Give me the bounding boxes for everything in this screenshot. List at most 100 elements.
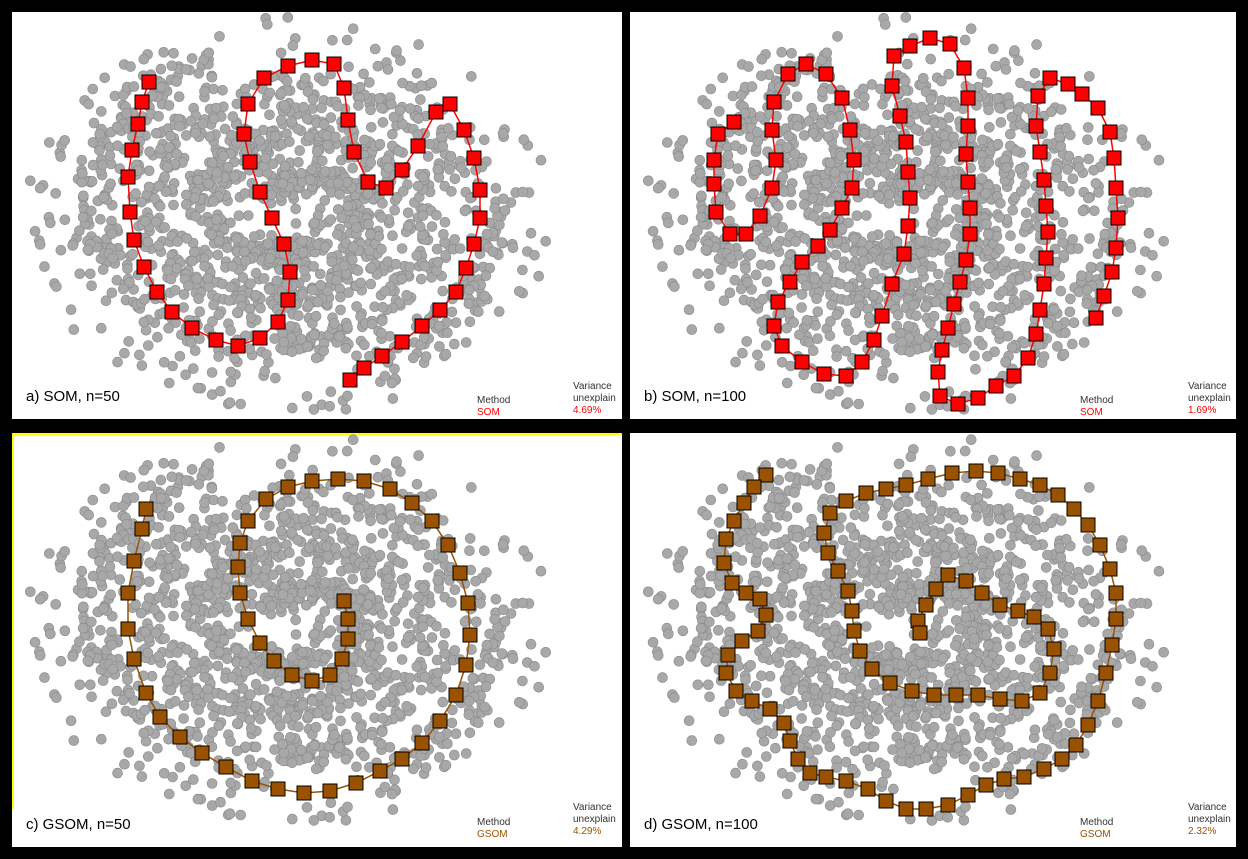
data-point (387, 393, 399, 404)
data-point (807, 345, 819, 357)
data-point (413, 113, 424, 124)
data-point (302, 341, 313, 352)
data-point (213, 646, 225, 658)
data-point (952, 189, 963, 200)
data-point (163, 733, 174, 745)
data-point (920, 86, 932, 97)
data-point (497, 539, 509, 550)
data-point (266, 189, 277, 201)
data-point (134, 349, 145, 361)
data-point (225, 325, 236, 336)
data-point (1008, 258, 1020, 270)
data-point (185, 526, 197, 538)
data-point (155, 554, 166, 566)
data-point (281, 690, 293, 702)
data-point (730, 140, 741, 151)
data-point (304, 585, 316, 597)
data-point (43, 137, 55, 148)
data-point (969, 350, 980, 362)
map-node (458, 260, 474, 276)
data-point (171, 559, 183, 571)
map-node (456, 122, 472, 138)
data-point (1093, 187, 1104, 198)
data-point (387, 129, 398, 140)
map-node (846, 152, 862, 168)
map-node (952, 274, 968, 290)
data-point (1115, 128, 1127, 139)
data-point (472, 717, 484, 729)
data-point (335, 291, 346, 303)
data-point (746, 81, 758, 92)
data-point (170, 695, 181, 707)
data-point (153, 591, 165, 603)
data-point (397, 186, 409, 197)
map-node (1038, 250, 1054, 266)
data-point (1022, 103, 1034, 114)
data-point (723, 178, 734, 190)
data-point (188, 657, 200, 669)
data-point (438, 640, 449, 651)
data-point (59, 546, 71, 557)
data-point (248, 490, 260, 501)
data-point (82, 244, 94, 256)
data-point (250, 267, 262, 279)
map-node (149, 284, 165, 300)
data-point (98, 192, 109, 203)
data-point (302, 711, 314, 722)
data-point (404, 672, 416, 684)
data-point (1055, 141, 1067, 152)
data-point (285, 320, 296, 332)
data-point (341, 34, 353, 46)
data-point (783, 307, 795, 319)
data-point (445, 151, 457, 162)
data-point (203, 178, 214, 189)
data-point (333, 742, 345, 753)
data-point (965, 162, 977, 174)
data-point (412, 591, 424, 603)
data-point (455, 162, 467, 173)
data-point (206, 71, 218, 83)
map-node (356, 360, 372, 376)
data-point (335, 304, 346, 316)
map-node (394, 334, 410, 350)
data-point (977, 134, 988, 146)
data-point (158, 356, 170, 368)
data-point (112, 551, 123, 562)
map-node (134, 94, 150, 110)
method-value-a: SOM (477, 407, 500, 418)
data-point (352, 265, 364, 276)
data-point (841, 295, 853, 306)
data-point (714, 106, 725, 117)
data-point (880, 19, 891, 30)
data-point (34, 593, 46, 605)
map-node (126, 232, 142, 248)
data-point (34, 239, 46, 250)
data-point (825, 316, 836, 327)
data-point (379, 370, 391, 382)
data-point (245, 278, 256, 289)
data-point (217, 496, 228, 507)
map-node (794, 254, 810, 270)
data-point (771, 111, 782, 122)
data-point (297, 658, 309, 669)
data-point (231, 233, 242, 244)
data-point (412, 129, 424, 140)
data-point (513, 696, 525, 708)
data-point (396, 243, 408, 254)
data-point (882, 253, 894, 264)
data-point (364, 229, 376, 240)
data-point (833, 385, 844, 397)
data-point (294, 556, 306, 567)
map-node (960, 90, 976, 106)
data-point (34, 650, 46, 661)
data-point (278, 336, 290, 348)
data-point (809, 273, 821, 285)
data-point (481, 228, 493, 240)
data-point (754, 360, 766, 371)
data-point (426, 77, 438, 89)
data-point (376, 212, 387, 223)
data-point (695, 211, 707, 223)
data-point (224, 397, 236, 409)
data-point (87, 548, 99, 559)
data-point (351, 222, 362, 233)
